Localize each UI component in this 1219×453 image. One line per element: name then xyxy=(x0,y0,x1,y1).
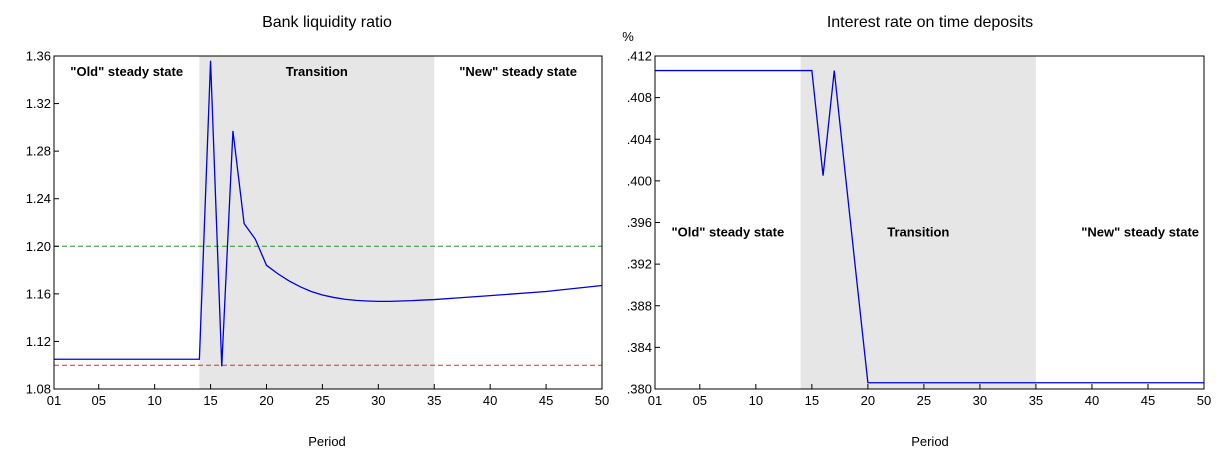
x-tick-label: 40 xyxy=(483,393,497,408)
x-axis-label: Period xyxy=(911,434,949,449)
x-tick-label: 40 xyxy=(1085,393,1099,408)
y-tick-label: .388 xyxy=(627,298,652,313)
y-tick-label: .408 xyxy=(627,90,652,105)
series-line-0 xyxy=(655,69,1204,384)
transition-shading xyxy=(199,56,435,389)
x-tick-label: 05 xyxy=(92,393,106,408)
x-tick-label: 45 xyxy=(539,393,553,408)
y-tick-label: .412 xyxy=(627,49,652,64)
region-label: "Old" steady state xyxy=(671,224,784,239)
y-tick-label: 1.28 xyxy=(26,144,51,159)
chart-title: Bank liquidity ratio xyxy=(262,14,392,31)
x-tick-label: 25 xyxy=(917,393,931,408)
plot-frame xyxy=(53,55,603,390)
region-label: "Old" steady state xyxy=(70,64,183,79)
x-tick-label: 35 xyxy=(1029,393,1043,408)
y-tick-label: 1.20 xyxy=(26,239,51,254)
x-tick-label: 20 xyxy=(861,393,875,408)
liquidity-ratio-chart: Bank liquidity ratio Period 1.08 1.12 1.16… xyxy=(26,14,610,449)
x-tick-label: 20 xyxy=(259,393,273,408)
y-unit-label: % xyxy=(622,29,634,44)
y-tick-label: 1.36 xyxy=(26,49,51,64)
y-tick-label: .380 xyxy=(627,382,652,397)
x-tick-label: 15 xyxy=(805,393,819,408)
chart-title: Interest rate on time deposits xyxy=(827,14,1033,31)
y-tick-label: 1.08 xyxy=(26,382,51,397)
y-tick-label: 1.16 xyxy=(26,286,51,301)
time-deposit-rate-chart: Interest rate on time deposits % Period … xyxy=(622,14,1211,449)
x-tick-label: 25 xyxy=(315,393,329,408)
region-label: Transition xyxy=(887,224,949,239)
x-tick-label: 45 xyxy=(1141,393,1155,408)
x-tick-label: 01 xyxy=(648,393,662,408)
region-label: "New" steady state xyxy=(459,64,577,79)
x-tick-label: 30 xyxy=(371,393,385,408)
region-label: "New" steady state xyxy=(1081,224,1199,239)
y-tick-label: .392 xyxy=(627,257,652,272)
x-tick-label: 50 xyxy=(1197,393,1211,408)
y-tick-label: .404 xyxy=(627,132,652,147)
y-tick-label: .384 xyxy=(627,340,652,355)
x-tick-label: 35 xyxy=(427,393,441,408)
y-tick-label: .400 xyxy=(627,173,652,188)
x-tick-label: 30 xyxy=(973,393,987,408)
y-tick-label: .396 xyxy=(627,215,652,230)
x-axis-label: Period xyxy=(308,434,346,449)
x-tick-label: 15 xyxy=(203,393,217,408)
region-label: Transition xyxy=(286,64,348,79)
y-tick-label: 1.12 xyxy=(26,334,51,349)
x-tick-label: 10 xyxy=(147,393,161,408)
y-tick-label: 1.32 xyxy=(26,96,51,111)
x-tick-label: 50 xyxy=(595,393,609,408)
x-tick-label: 10 xyxy=(749,393,763,408)
x-tick-label: 05 xyxy=(693,393,707,408)
series-line-0 xyxy=(54,60,603,367)
y-tick-label: 1.24 xyxy=(26,191,51,206)
x-tick-label: 01 xyxy=(47,393,61,408)
transition-shading xyxy=(800,56,1036,389)
